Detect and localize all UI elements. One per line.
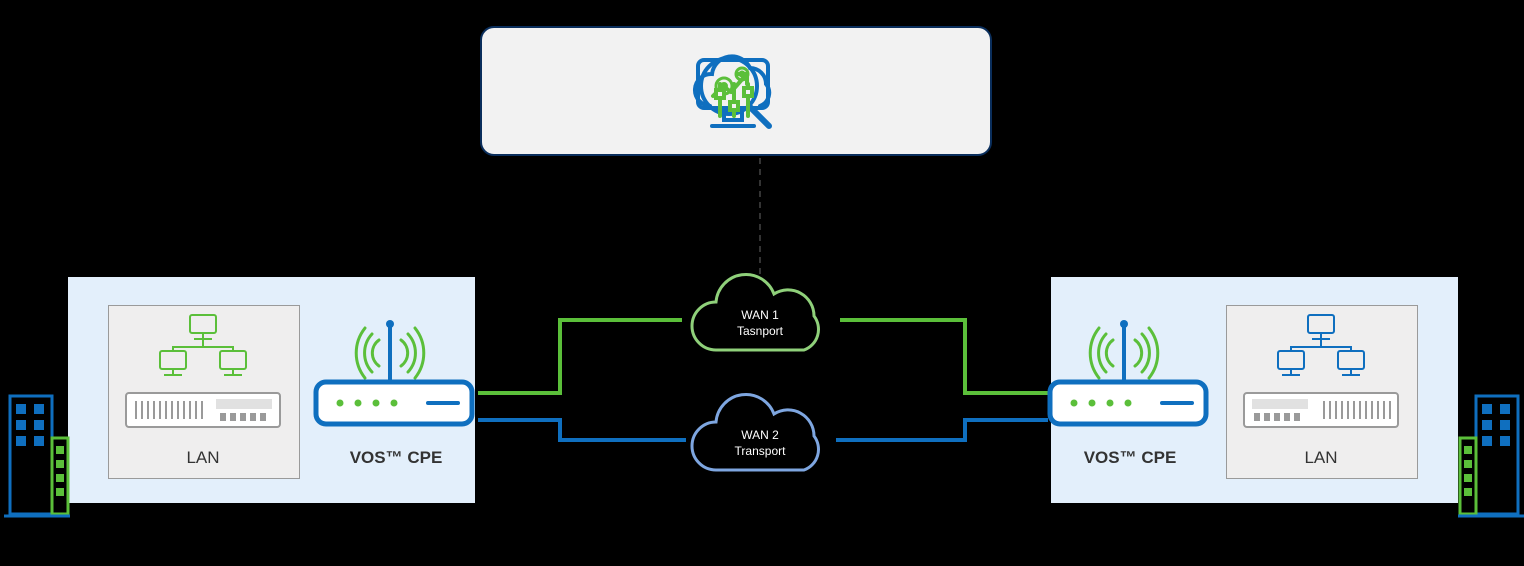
- cpe-router-icon-right: [1044, 300, 1214, 440]
- wan1-left-link: [478, 320, 682, 393]
- lan-label-right: LAN: [1226, 448, 1416, 468]
- building-icon-right: [1458, 390, 1524, 520]
- cpe-label-left: VOS™ CPE: [316, 448, 476, 468]
- cpe-label-right: VOS™ CPE: [1050, 448, 1210, 468]
- diagram-stage: LAN LAN VOS™ CPE VOS™ CPE WAN 1Tasnport …: [0, 0, 1524, 566]
- building-icon-left: [4, 390, 70, 520]
- wan2-left-link: [478, 420, 686, 440]
- lan-label-left: LAN: [108, 448, 298, 468]
- wan1-right-link: [840, 320, 1048, 393]
- cpe-router-icon-left: [310, 300, 480, 440]
- wan1-cloud-label: WAN 1Tasnport: [700, 308, 820, 339]
- wan2-right-link: [836, 420, 1048, 440]
- wan2-cloud-label: WAN 2Transport: [700, 428, 820, 459]
